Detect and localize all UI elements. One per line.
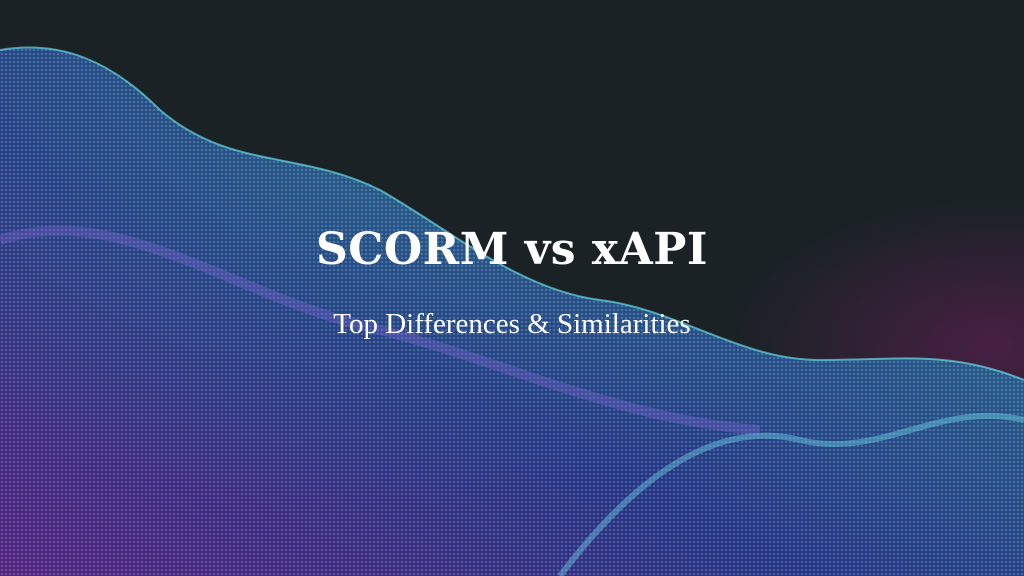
- banner-subtitle: Top Differences & Similarities: [333, 308, 691, 340]
- banner-title: SCORM vs xAPI: [316, 224, 708, 275]
